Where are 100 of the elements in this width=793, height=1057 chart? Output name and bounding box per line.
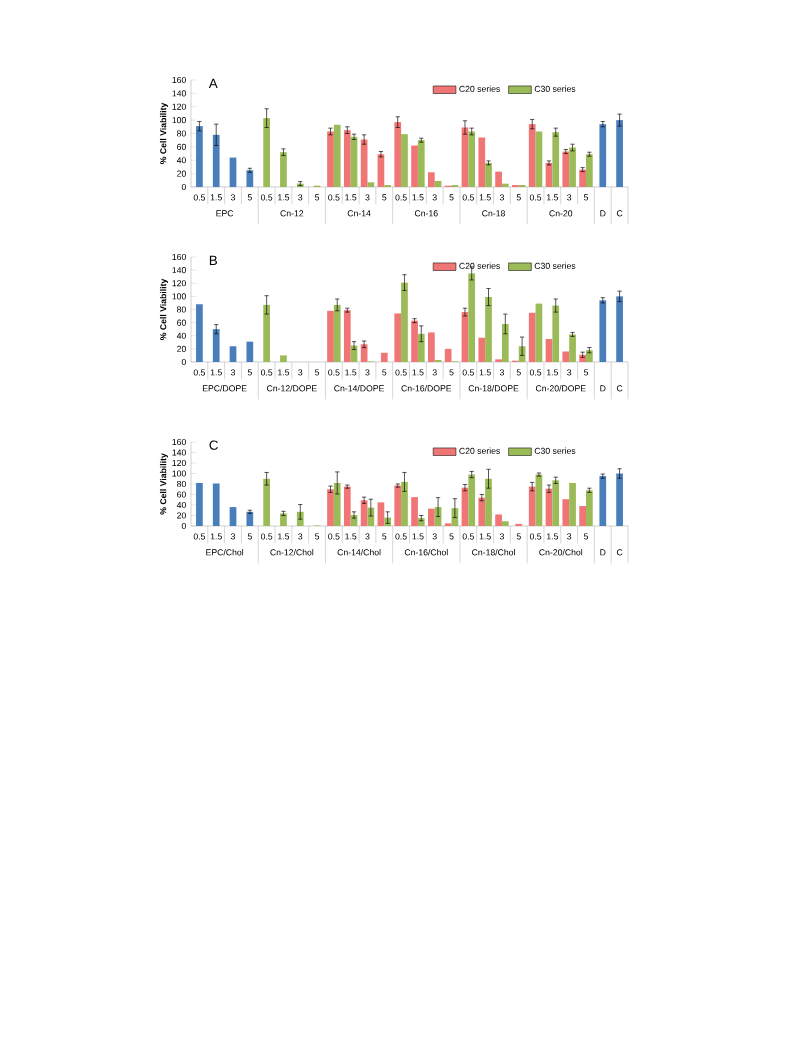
x-tick-label: 1.5: [412, 533, 424, 540]
chart-title: A: [208, 78, 218, 89]
x-tick-label: 1.5: [479, 194, 491, 201]
x-tick-label: 1.5: [547, 369, 559, 376]
x-tick-label: 1.5: [278, 194, 290, 201]
x-tick-label: 0.5: [462, 369, 474, 376]
x-tick-label: 0.5: [529, 369, 542, 376]
bar: [528, 124, 536, 187]
x-tick-label: 3: [432, 194, 437, 201]
bar: [343, 130, 351, 187]
text: D: [600, 210, 606, 217]
x-tick-label: 0.5: [193, 194, 206, 201]
x-tick-label: 5: [516, 369, 521, 376]
y-tick-label: 100: [172, 117, 186, 124]
x-tick-label: 3: [298, 194, 303, 201]
bar: [333, 482, 341, 526]
y-tick-label: 60: [177, 319, 186, 326]
y-tick-label: 40: [176, 332, 186, 339]
y-tick-label: 120: [172, 280, 186, 287]
x-tick-label: 1.5: [412, 194, 424, 201]
x-tick-label: 3: [230, 369, 236, 376]
text: Cn-12/DOPE: [267, 385, 317, 392]
bar: [569, 147, 576, 187]
bar: [367, 182, 375, 187]
legend-label: C30 series: [534, 447, 576, 454]
bar: [427, 508, 435, 526]
x-tick-label: 0.5: [328, 194, 340, 201]
bar: [246, 511, 254, 526]
x-tick-label: 3: [567, 369, 572, 376]
text: Cn-14/DOPE: [334, 385, 384, 392]
x-tick-label: 5: [315, 533, 320, 540]
x-tick-label: 1.5: [278, 533, 290, 540]
x-tick-label: 5: [583, 533, 589, 540]
text: Cn-14/Chol: [337, 549, 381, 556]
x-tick-label: 1.5: [210, 194, 222, 201]
bar: [411, 320, 418, 362]
bar: [501, 183, 509, 187]
x-tick-label: 3: [567, 194, 572, 201]
bar: [599, 476, 607, 526]
x-tick-label: 5: [449, 369, 454, 376]
x-tick-label: 0.5: [395, 533, 407, 540]
legend-label: C30 series: [534, 85, 576, 92]
bar: [246, 170, 254, 187]
bar: [599, 300, 607, 362]
bar: [616, 120, 623, 187]
bar: [569, 482, 576, 526]
bar: [501, 521, 509, 526]
y-tick-label: 20: [177, 170, 186, 177]
text: Cn-12/Chol: [270, 549, 314, 556]
x-tick-label: 5: [382, 194, 387, 201]
text: Cn-12: [280, 210, 304, 217]
bar: [343, 486, 351, 526]
y-tick-label: 160: [172, 253, 186, 261]
x-tick-label: 5: [382, 533, 387, 540]
x-tick-label: 0.5: [462, 194, 474, 201]
chart-title: C: [209, 440, 218, 450]
x-tick-label: 3: [365, 194, 370, 201]
x-tick-label: 1.5: [547, 533, 559, 540]
bar: [212, 329, 220, 362]
y-tick-label: 40: [176, 501, 186, 509]
x-tick-label: 5: [247, 194, 252, 201]
bar: [478, 137, 486, 187]
x-tick-label: 3: [298, 533, 303, 540]
bar: [327, 489, 334, 526]
bar: [427, 172, 435, 187]
y-tick-label: 100: [172, 470, 186, 477]
bar: [569, 334, 576, 362]
x-tick-label: 5: [516, 194, 521, 201]
bar: [495, 359, 502, 362]
y-tick-label: 80: [177, 130, 186, 137]
bar: [434, 180, 442, 187]
bar: [599, 124, 607, 187]
bar: [401, 481, 408, 526]
x-tick-label: 0.5: [328, 369, 340, 376]
bar: [427, 332, 435, 362]
bar: [196, 126, 203, 187]
x-tick-label: 5: [382, 369, 387, 376]
text: C: [616, 549, 623, 556]
bar: [468, 474, 476, 526]
x-tick-label: 1.5: [479, 533, 491, 540]
y-tick-label: 0: [181, 522, 186, 530]
y-tick-label: 40: [176, 157, 186, 164]
bar: [394, 485, 402, 526]
x-tick-label: 1.5: [412, 369, 424, 376]
text: EPC/DOPE: [202, 385, 247, 392]
bar: [485, 478, 492, 526]
bar: [229, 507, 237, 526]
x-tick-label: 3: [567, 533, 572, 540]
x-tick-label: 0.5: [193, 533, 206, 540]
bar: [343, 310, 351, 362]
x-tick-label: 0.5: [395, 369, 407, 376]
bar: [384, 184, 392, 187]
bar: [562, 351, 570, 362]
bar: [616, 473, 623, 526]
y-tick-label: 80: [177, 306, 186, 313]
x-tick-label: 0.5: [260, 369, 273, 376]
text: C: [616, 210, 623, 217]
x-tick-label: 3: [230, 533, 236, 540]
bar: [229, 346, 237, 362]
bar: [528, 312, 536, 362]
